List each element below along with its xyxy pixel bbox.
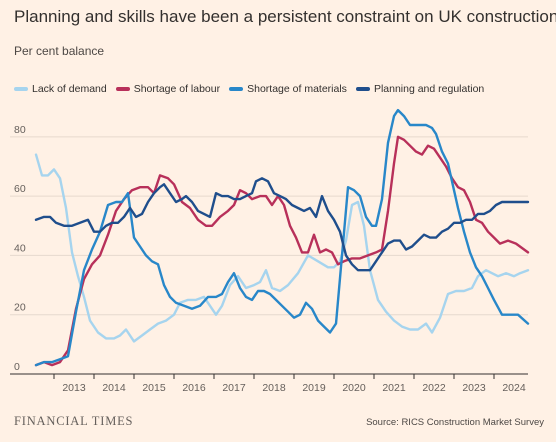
x-tick-label-2022: 2022 xyxy=(422,382,446,394)
legend-swatch-planning-and-regulation xyxy=(355,87,370,91)
chart-legend: Lack of demand Shortage of labour Shorta… xyxy=(14,82,493,96)
series-line-planning-and-regulation xyxy=(34,177,530,272)
x-tick-label-2017: 2017 xyxy=(222,382,246,394)
x-tick-label-2024: 2024 xyxy=(502,382,526,394)
legend-label-shortage-of-materials: Shortage of materials xyxy=(247,83,347,95)
chart-subtitle: Per cent balance xyxy=(14,44,105,58)
y-tick-label-20: 20 xyxy=(14,302,26,314)
legend-swatch-shortage-of-materials xyxy=(229,87,244,91)
legend-label-planning-and-regulation: Planning and regulation xyxy=(373,83,485,95)
y-tick-label-60: 60 xyxy=(14,183,26,195)
x-tick-label-2023: 2023 xyxy=(462,382,486,394)
x-tick-label-2020: 2020 xyxy=(342,382,366,394)
x-tick-label-2014: 2014 xyxy=(102,382,126,394)
legend-item-planning-and-regulation: Planning and regulation xyxy=(355,83,485,95)
legend-item-lack-of-demand: Lack of demand xyxy=(14,83,107,95)
legend-item-shortage-of-labour: Shortage of labour xyxy=(115,83,221,95)
y-tick-label-0: 0 xyxy=(14,361,20,373)
legend-item-shortage-of-materials: Shortage of materials xyxy=(229,83,347,95)
legend-label-shortage-of-labour: Shortage of labour xyxy=(133,83,221,95)
series-line-shortage-of-labour xyxy=(34,135,530,367)
x-tick-label-2021: 2021 xyxy=(382,382,406,394)
ft-logo-text: FINANCIAL TIMES xyxy=(14,414,134,428)
x-tick-label-2013: 2013 xyxy=(62,382,86,394)
series-line-shortage-of-materials xyxy=(34,108,530,367)
legend-swatch-shortage-of-labour xyxy=(115,87,130,91)
source-note: Source: RICS Construction Market Survey xyxy=(366,417,544,428)
x-tick-label-2015: 2015 xyxy=(142,382,166,394)
y-tick-label-40: 40 xyxy=(14,242,26,254)
x-tick-label-2019: 2019 xyxy=(302,382,326,394)
chart-title: Planning and skills have been a persiste… xyxy=(14,7,556,26)
x-tick-label-2016: 2016 xyxy=(182,382,206,394)
legend-swatch-lack-of-demand xyxy=(14,87,28,91)
y-tick-label-80: 80 xyxy=(14,124,26,136)
legend-label-lack-of-demand: Lack of demand xyxy=(32,83,107,95)
x-tick-label-2018: 2018 xyxy=(262,382,286,394)
series-line-lack-of-demand xyxy=(34,153,530,343)
